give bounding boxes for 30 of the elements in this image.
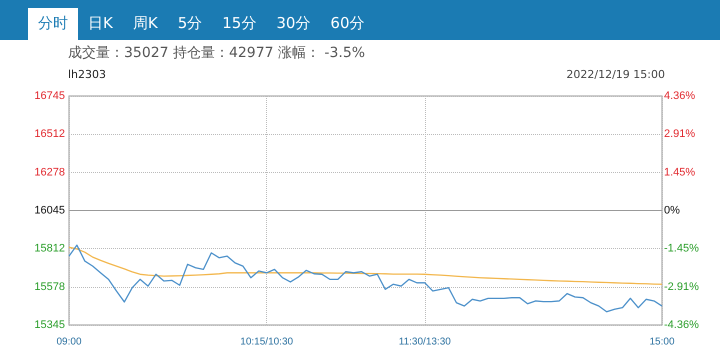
text: 5分 <box>176 13 204 34</box>
y-tick-label: 15578 <box>34 280 65 293</box>
y2-tick-label: -2.91% <box>664 280 700 293</box>
y-tick-label: 16745 <box>34 90 65 102</box>
line-series <box>68 246 663 285</box>
chart-title: lh2303 <box>68 68 106 81</box>
y2-tick-label: 0% <box>664 204 680 216</box>
text: 30分 <box>275 13 312 34</box>
text: 分时 <box>28 8 78 40</box>
y2-tick-label: -1.45% <box>664 242 700 255</box>
y-tick-label: 16512 <box>34 128 65 140</box>
text: 15分 <box>221 13 258 34</box>
text: 60分 <box>329 13 366 34</box>
text: 周K <box>132 13 159 34</box>
x-tick-label: 10:15/10:30 <box>240 336 294 348</box>
x-tick-label: 11:30/13:30 <box>398 336 452 348</box>
y-tick-label: 16278 <box>34 166 65 178</box>
x-tick-label: 15:00 <box>649 336 675 348</box>
text: 2022/12/19 15:00 <box>566 68 665 81</box>
y-tick-label: 16045 <box>34 204 65 216</box>
x-tick-label: 09:00 <box>56 336 82 348</box>
y-tick-label: 15345 <box>34 319 65 331</box>
chart-subtitle: 成交量：35027 持仓量：42977 涨幅： -3.5% <box>68 44 366 62</box>
y2-tick-label: 4.36% <box>664 90 696 102</box>
text: 日K <box>87 13 114 34</box>
y2-tick-label: -4.36% <box>664 319 700 331</box>
y2-tick-label: 1.45% <box>664 166 696 178</box>
y2-tick-label: 2.91% <box>664 128 696 140</box>
y-tick-label: 15812 <box>34 242 65 255</box>
line-series <box>68 244 663 312</box>
